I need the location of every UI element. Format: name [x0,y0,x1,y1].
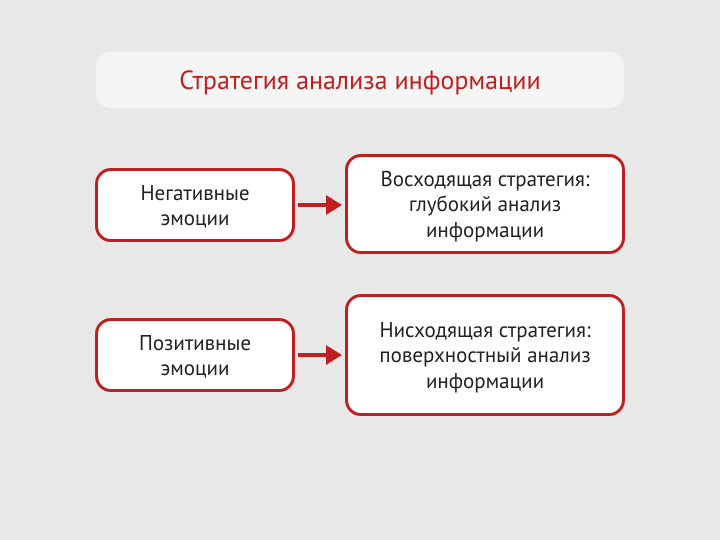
arrow-right-icon [298,347,342,363]
node-negative-emotions: Негативные эмоции [95,168,295,242]
node-label: Восходящая стратегия: глубокий анализ ин… [358,166,612,242]
title-bar: Стратегия анализа информации [96,52,624,108]
arrow-right-icon [298,197,342,213]
node-descending-strategy: Нисходящая стратегия: поверхностный анал… [345,294,625,416]
node-label: Негативные эмоции [108,180,282,230]
node-ascending-strategy: Восходящая стратегия: глубокий анализ ин… [345,154,625,254]
node-positive-emotions: Позитивные эмоции [95,318,295,392]
node-label: Нисходящая стратегия: поверхностный анал… [358,317,612,393]
arrow-head [326,195,342,215]
node-label: Позитивные эмоции [108,330,282,380]
diagram-title: Стратегия анализа информации [179,64,540,97]
arrow-head [326,345,342,365]
arrow-shaft [298,203,326,207]
arrow-shaft [298,353,326,357]
